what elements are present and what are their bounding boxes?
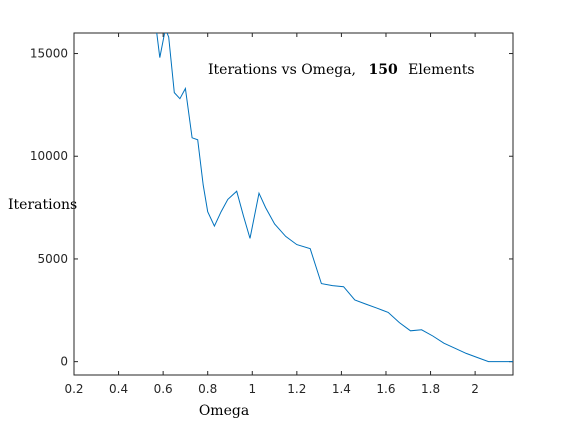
chart-title-part-1: Iterations vs Omega, (208, 62, 356, 78)
x-tick-label: 0.4 (109, 382, 128, 396)
series-line (156, 33, 513, 363)
chart-title-number: 150 (368, 62, 397, 78)
y-tick-label: 5000 (37, 252, 68, 266)
y-axis-ticks: 0 5000 10000 15000 (30, 47, 513, 369)
chart-title-part-3: Elements (408, 62, 474, 78)
x-tick-label: 0.2 (64, 382, 83, 396)
x-tick-label: 1.6 (376, 382, 395, 396)
x-tick-label: 1.2 (287, 382, 306, 396)
plot-area (73, 32, 514, 376)
y-tick-label: 0 (60, 355, 68, 369)
x-tick-label: 2 (471, 382, 479, 396)
chart-title: Iterations vs Omega, 150 Elements (208, 62, 475, 78)
x-tick-label: 0.8 (198, 382, 217, 396)
x-tick-label: 1.8 (421, 382, 440, 396)
y-tick-label: 15000 (30, 47, 68, 61)
x-tick-label: 1.4 (332, 382, 351, 396)
x-axis-label: Omega (199, 403, 249, 419)
x-tick-label: 0.6 (154, 382, 173, 396)
y-tick-label: 10000 (30, 149, 68, 163)
x-tick-label: 1 (248, 382, 256, 396)
x-axis-ticks: 0.2 0.4 0.6 0.8 1 1.2 1.4 1.6 1.8 2 (64, 33, 479, 396)
y-axis-label: Iterations (8, 197, 77, 213)
